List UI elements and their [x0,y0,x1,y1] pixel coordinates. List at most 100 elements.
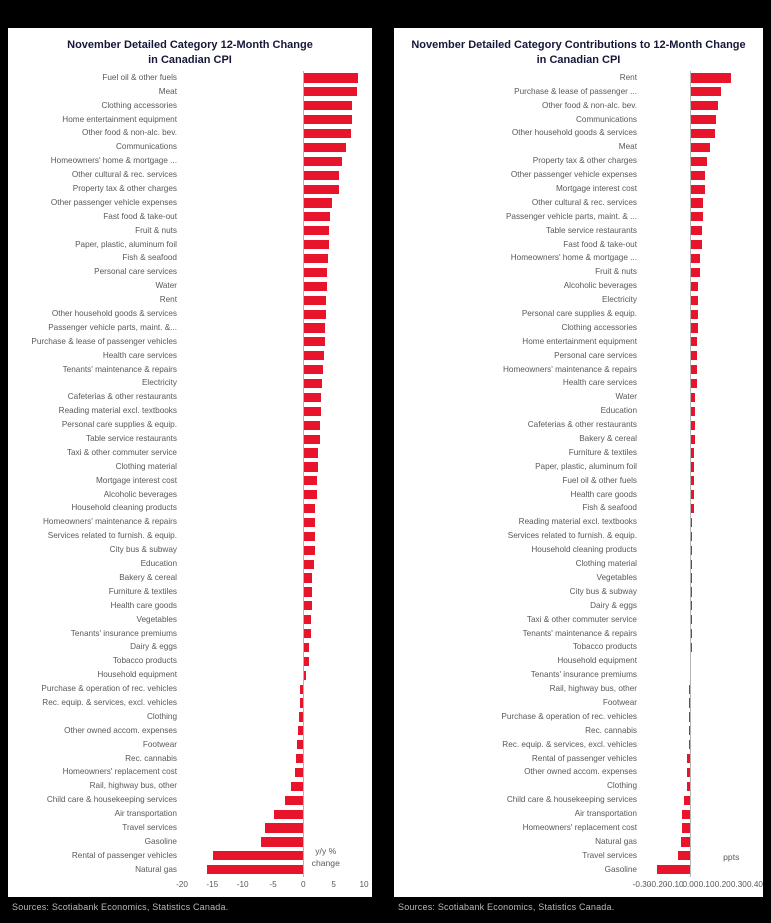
bar-track [642,140,755,154]
bar-track [182,821,364,835]
axis-tick-label: -15 [206,879,219,889]
category-label: Fruit & nuts [595,267,637,277]
bar-track [182,863,364,877]
bar [303,490,317,500]
axis-tick-label: 10 [359,879,369,889]
bar-row: Bakery & cereal [8,571,372,585]
bar-row: Other passenger vehicle expenses [394,168,763,182]
bar [303,128,351,139]
bar-track [642,696,755,710]
bar-track [642,710,755,724]
category-label: Fish & seafood [122,253,177,263]
cpi-change-chart-panel: November Detailed Category 12-Month Chan… [8,28,372,897]
bar-track [642,71,755,85]
bar-track [642,543,755,557]
bar [690,309,699,319]
bar-track [182,279,364,293]
bar-track [182,766,364,780]
bar-track [642,279,755,293]
category-label: Other passenger vehicle expenses [50,197,177,207]
bar [303,573,313,583]
bar-row: Clothing [8,710,372,724]
bar-row: Rent [394,71,763,85]
category-label: Alcoholic beverages [103,489,177,499]
bar-track [182,654,364,668]
bar-row: Gasoline [394,863,763,877]
bar-track [182,238,364,252]
category-label: Health care goods [570,489,637,499]
bar [690,267,701,278]
bar [303,337,326,347]
bar [299,712,304,722]
category-label: Other food & non-alc. bev. [542,100,637,110]
bar-row: Homeowners' maintenance & repairs [394,363,763,377]
category-label: Household equipment [557,656,637,666]
bar-track [642,502,755,516]
bar-row: Rental of passenger vehicles [8,849,372,863]
bar-row: Services related to furnish. & equip. [394,529,763,543]
category-label: Rental of passenger vehicles [531,753,637,763]
source-note-right: Sources: Scotiabank Economics, Statistic… [398,902,615,912]
bar-track [182,432,364,446]
bar-row: Travel services [8,821,372,835]
bar-track [182,85,364,99]
category-label: Tenants' insurance premiums [530,670,637,680]
bar-row: Cafeterias & other restaurants [8,391,372,405]
category-label: Fruit & nuts [135,225,177,235]
bar-track [182,793,364,807]
category-label: Reading material excl. textbooks [518,517,637,527]
bar-row: Household cleaning products [8,502,372,516]
bar [303,295,326,305]
category-label: Household cleaning products [71,503,177,513]
bar [303,378,323,389]
category-label: Home entertainment equipment [522,336,637,346]
bar-track [182,127,364,141]
bar [690,323,699,333]
bar [303,240,329,250]
bar [688,698,691,708]
bar [303,545,315,555]
bar-track [182,710,364,724]
category-label: Gasoline [144,836,177,846]
bar-track [642,252,755,266]
bar [656,865,691,875]
bar-row: Table service restaurants [394,224,763,238]
bar-row: Child care & housekeeping services [394,793,763,807]
bar-track [182,835,364,849]
category-label: Home entertainment equipment [62,114,177,124]
bar-track [182,696,364,710]
category-label: Homeowners' home & mortgage ... [510,253,637,263]
bar-row: Home entertainment equipment [394,335,763,349]
bar [303,309,326,319]
category-label: Tobacco products [112,656,177,666]
bar [303,212,331,222]
bar-track [182,543,364,557]
category-label: Passenger vehicle parts, maint. & ... [505,211,637,221]
category-label: Passenger vehicle parts, maint. &... [48,322,177,332]
category-label: Electricity [141,378,177,388]
bar-row: Clothing accessories [394,321,763,335]
bar-row: Air transportation [8,807,372,821]
bar [303,115,353,125]
bar [291,781,304,791]
category-label: Clothing [146,711,177,721]
axis-tick-label: -0.10 [664,879,684,889]
bar-row: Footwear [394,696,763,710]
category-label: Fast food & take-out [563,239,637,249]
bar-track [642,224,755,238]
category-label: Rental of passenger vehicles [71,850,177,860]
category-label: Rec. equip. & services, excl. vehicles [42,697,177,707]
bar-track [642,238,755,252]
cpi-contributions-chart-panel: November Detailed Category Contributions… [394,28,763,897]
bar [303,517,316,528]
bar-row: Communications [8,140,372,154]
category-label: Vegetables [136,614,177,624]
category-label: Natural gas [135,864,177,874]
bar-track [642,127,755,141]
category-label: Rec. cannabis [585,725,637,735]
bar [690,128,715,139]
axis-tick-label: 0.30 [730,879,747,889]
bar-row: Household equipment [8,668,372,682]
category-label: Homeowners' replacement cost [62,767,177,777]
category-label: Services related to furnish. & equip. [47,531,177,541]
